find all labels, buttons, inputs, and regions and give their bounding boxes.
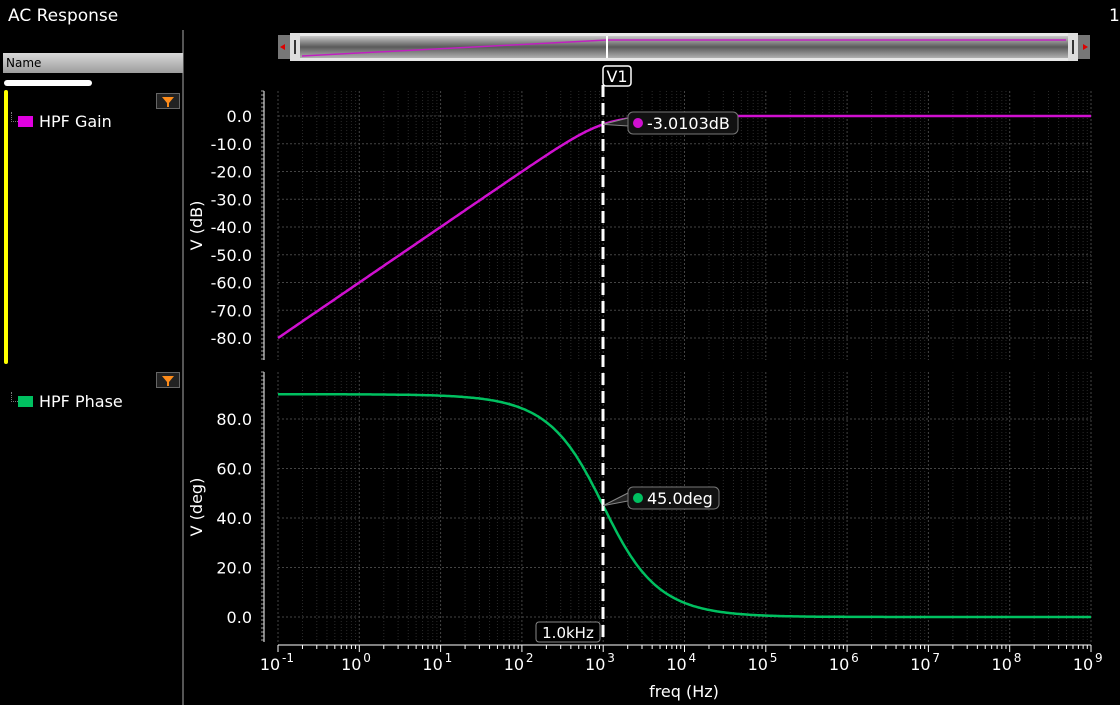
cursor-x-readout: 1.0kHz bbox=[542, 624, 594, 642]
y-axis-label: V (dB) bbox=[187, 201, 206, 251]
y-tick-label: -80.0 bbox=[211, 329, 252, 348]
window-title: AC Response bbox=[8, 6, 119, 26]
y-tick-label: 0.0 bbox=[227, 107, 252, 126]
x-tick-exponent: 5 bbox=[770, 651, 778, 665]
signal-label-hpf-phase: HPF Phase bbox=[39, 392, 123, 411]
x-tick-exponent: 0 bbox=[363, 651, 371, 665]
funnel-icon[interactable] bbox=[156, 93, 180, 109]
x-tick-label: 10 bbox=[585, 655, 605, 674]
signal-browser: Name HPF Gain HPF Phase bbox=[0, 30, 184, 705]
x-tick-exponent: 3 bbox=[607, 651, 615, 665]
y-tick-label: -40.0 bbox=[211, 218, 252, 237]
x-tick-exponent: 4 bbox=[689, 651, 697, 665]
marker-box bbox=[627, 111, 739, 135]
x-tick-exponent: 6 bbox=[851, 651, 859, 665]
x-axis-label: freq (Hz) bbox=[649, 682, 719, 701]
cursor-label: V1 bbox=[606, 67, 627, 86]
signal-label-hpf-gain: HPF Gain bbox=[39, 112, 112, 131]
y-tick-label: 20.0 bbox=[216, 559, 252, 578]
cursor-x-readout-box: 1.0kHz bbox=[535, 621, 601, 643]
marker-value: -3.0103dB bbox=[647, 114, 730, 133]
marker-dot bbox=[633, 493, 643, 503]
y-tick-label: -50.0 bbox=[211, 246, 252, 265]
x-tick-exponent: 1 bbox=[445, 651, 453, 665]
x-tick-label: 10 bbox=[992, 655, 1012, 674]
x-tick-exponent: 7 bbox=[932, 651, 940, 665]
scroll-handle[interactable] bbox=[4, 80, 92, 86]
y-axis-label: V (deg) bbox=[187, 478, 206, 537]
x-tick-label: 10 bbox=[341, 655, 361, 674]
cursor-flag[interactable]: V1 bbox=[602, 65, 632, 87]
funnel-icon[interactable] bbox=[156, 372, 180, 388]
x-tick-exponent: 9 bbox=[1095, 651, 1103, 665]
y-tick-label: 60.0 bbox=[216, 460, 252, 479]
x-tick-exponent: 8 bbox=[1014, 651, 1022, 665]
marker-value: 45.0deg bbox=[647, 489, 713, 508]
y-tick-label: -60.0 bbox=[211, 274, 252, 293]
x-tick-label: 10 bbox=[422, 655, 442, 674]
overview-scrollbar[interactable] bbox=[278, 33, 1090, 61]
y-tick-label: 0.0 bbox=[227, 608, 252, 627]
y-tick-label: 40.0 bbox=[216, 509, 252, 528]
marker-readout-gain[interactable]: -3.0103dB bbox=[603, 111, 739, 135]
corner-text: 1 bbox=[1109, 6, 1120, 26]
hpf-phase-swatch-icon bbox=[18, 396, 33, 407]
marker-dot bbox=[633, 118, 643, 128]
name-column-header[interactable]: Name bbox=[3, 53, 183, 73]
scroll-left-arrow-icon[interactable] bbox=[280, 44, 285, 50]
y-tick-label: -20.0 bbox=[211, 163, 252, 182]
signal-item-hpf-gain[interactable]: HPF Gain bbox=[8, 112, 112, 131]
y-tick-label: -70.0 bbox=[211, 301, 252, 320]
x-tick-label: 10 bbox=[910, 655, 930, 674]
x-tick-label: 10 bbox=[504, 655, 524, 674]
y-tick-label: -30.0 bbox=[211, 190, 252, 209]
y-tick-label: 80.0 bbox=[216, 410, 252, 429]
marker-box bbox=[627, 486, 720, 510]
group-indicator[interactable] bbox=[4, 90, 8, 364]
scroll-right-arrow-icon[interactable] bbox=[1083, 44, 1088, 50]
x-tick-exponent: 2 bbox=[526, 651, 534, 665]
x-tick-label: 10 bbox=[1073, 655, 1093, 674]
x-tick-label: 10 bbox=[748, 655, 768, 674]
signal-item-hpf-phase[interactable]: HPF Phase bbox=[8, 392, 123, 411]
x-tick-label: 10 bbox=[260, 655, 280, 674]
hpf-gain-swatch-icon bbox=[18, 116, 33, 127]
x-tick-label: 10 bbox=[829, 655, 849, 674]
marker-readout-phase[interactable]: 45.0deg bbox=[602, 486, 720, 510]
x-tick-exponent: -1 bbox=[282, 651, 294, 665]
x-tick-label: 10 bbox=[666, 655, 686, 674]
y-tick-label: -10.0 bbox=[211, 135, 252, 154]
